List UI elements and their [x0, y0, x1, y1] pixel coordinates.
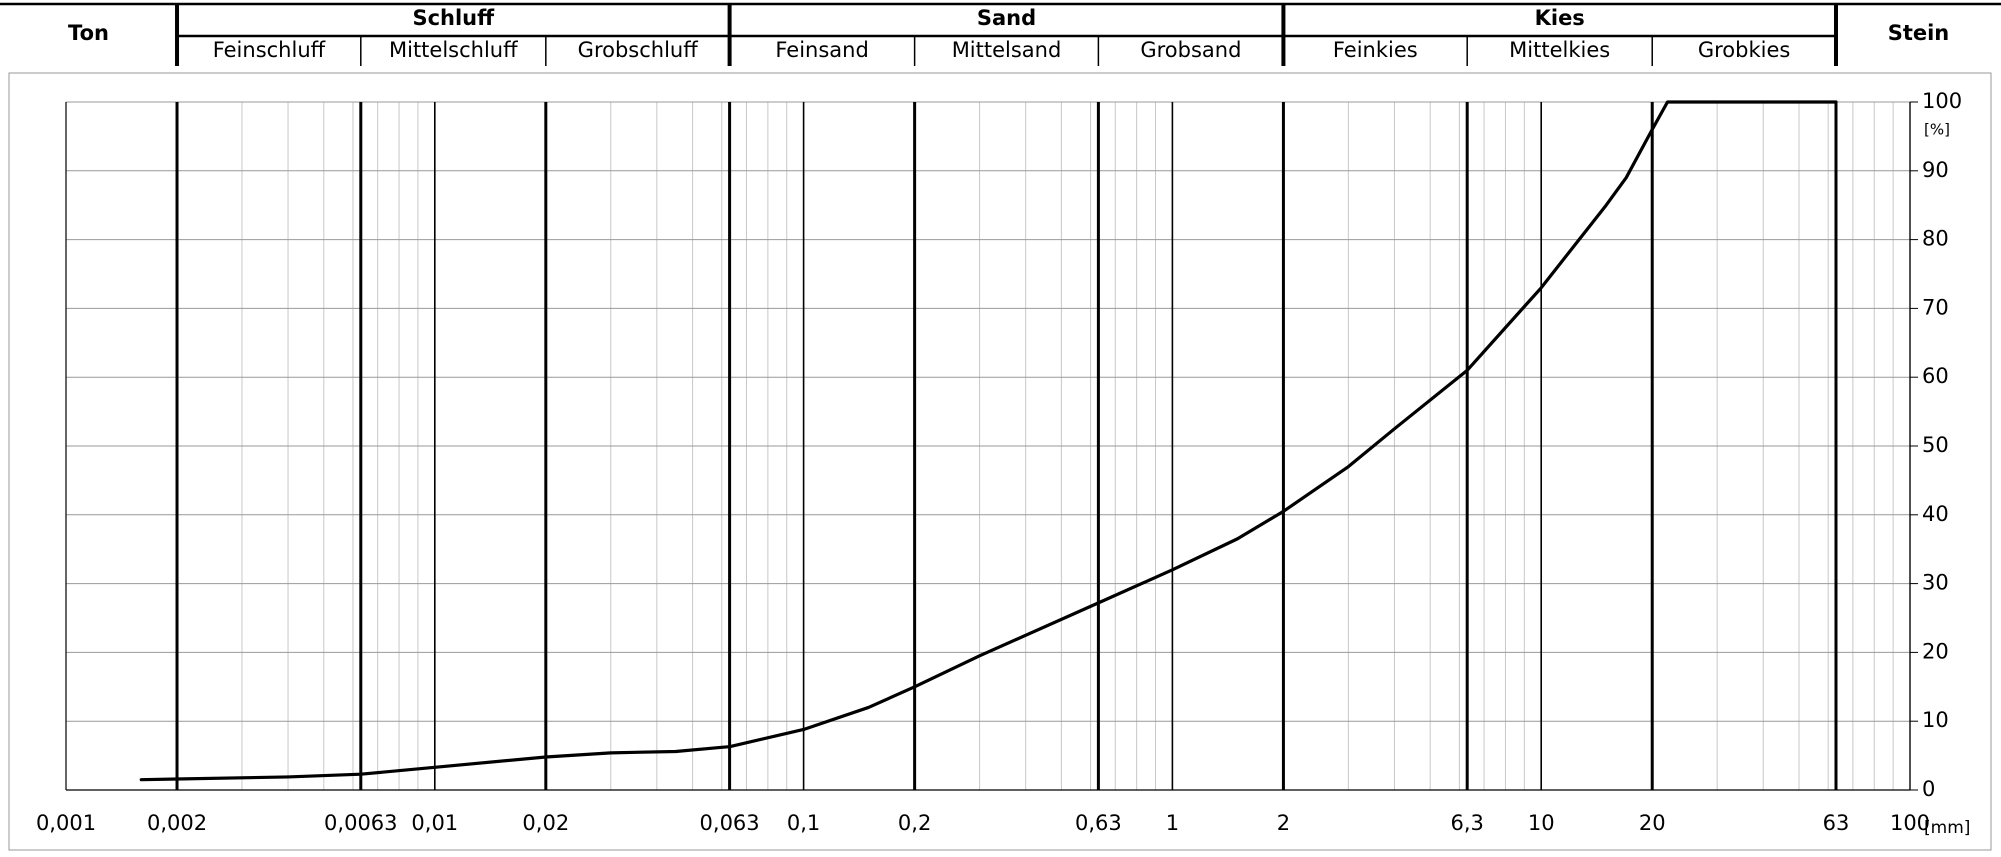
- y-tick-label: 70: [1922, 295, 1949, 319]
- x-tick-label: 0,002: [147, 811, 207, 835]
- header-part: Mittelkies: [1509, 38, 1610, 62]
- header-group: Stein: [1888, 21, 1950, 45]
- header-part: Grobkies: [1698, 38, 1790, 62]
- x-tick-label: 0,02: [522, 811, 569, 835]
- x-tick-label: 0,2: [898, 811, 931, 835]
- y-tick-label: 80: [1922, 227, 1949, 251]
- header-part: Mittelschluff: [389, 38, 518, 62]
- header-part: Grobsand: [1140, 38, 1241, 62]
- header-part: Grobschluff: [578, 38, 699, 62]
- x-tick-label: 63: [1823, 811, 1850, 835]
- x-tick-label: 0,01: [411, 811, 458, 835]
- header-part: Feinsand: [775, 38, 868, 62]
- x-tick-label: 0,0063: [324, 811, 397, 835]
- header-group: Ton: [68, 21, 109, 45]
- header-group: Schluff: [412, 6, 495, 30]
- x-tick-label: 0,63: [1075, 811, 1122, 835]
- y-tick-label: 90: [1922, 158, 1949, 182]
- grading-curve: [139, 100, 1838, 782]
- y-tick-label: 100: [1922, 89, 1962, 113]
- plot-frame: [8, 72, 1992, 851]
- x-tick-label: 10: [1528, 811, 1555, 835]
- x-tick-label: 0,1: [787, 811, 820, 835]
- y-tick-label: 60: [1922, 364, 1949, 388]
- x-tick-label: 20: [1639, 811, 1666, 835]
- header-part: Feinschluff: [213, 38, 326, 62]
- x-tick-label: 2: [1277, 811, 1290, 835]
- header-part: Feinkies: [1333, 38, 1418, 62]
- header-group: Kies: [1535, 6, 1585, 30]
- y-tick-label: 10: [1922, 708, 1949, 732]
- y-axis-label: [%]: [1924, 121, 1950, 139]
- y-tick-label: 20: [1922, 639, 1949, 663]
- x-tick-label: 0,001: [36, 811, 96, 835]
- x-tick-label: 100: [1890, 811, 1930, 835]
- x-tick-label: 1: [1166, 811, 1179, 835]
- y-tick-label: 50: [1922, 433, 1949, 457]
- header-part: Mittelsand: [952, 38, 1062, 62]
- y-tick-label: 30: [1922, 571, 1949, 595]
- header-group: Sand: [977, 6, 1036, 30]
- x-axis-label: [mm]: [1924, 818, 1970, 838]
- y-tick-label: 0: [1922, 777, 1935, 801]
- x-tick-label: 6,3: [1450, 811, 1483, 835]
- x-tick-label: 0,063: [700, 811, 760, 835]
- y-tick-label: 40: [1922, 502, 1949, 526]
